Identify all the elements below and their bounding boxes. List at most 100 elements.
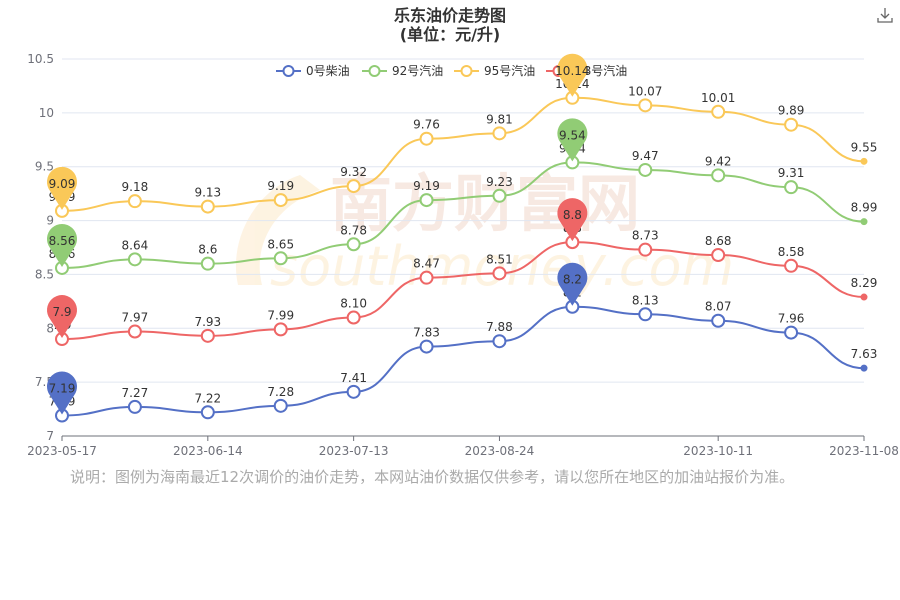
data-label: 8.73 xyxy=(632,229,659,243)
series-3: 7.97.977.937.998.108.478.518.88.738.688.… xyxy=(52,221,878,347)
data-point xyxy=(419,131,434,146)
data-label: 9.19 xyxy=(413,179,440,193)
x-tick-label: 2023-11-08 xyxy=(829,444,899,458)
pin-shape xyxy=(557,198,588,242)
data-label: 7.63 xyxy=(851,347,878,361)
pin-shape xyxy=(557,53,588,97)
data-label: 8.65 xyxy=(267,237,294,251)
y-tick-label: 7 xyxy=(46,429,54,443)
data-point xyxy=(492,334,507,349)
pin-marker-max: 8.8 xyxy=(557,198,588,242)
data-label: 9.19 xyxy=(267,179,294,193)
data-label: 7.93 xyxy=(194,315,221,329)
pin-marker-min: 8.56 xyxy=(47,223,78,267)
pin-shape xyxy=(47,371,78,415)
pin-label: 10.14 xyxy=(555,64,589,78)
marker-layer: 7.19 8.2 8.56 9.54 9.09 10.14 7.9 8.8 xyxy=(47,53,590,415)
data-point xyxy=(784,258,799,273)
legend-item-1[interactable]: 92号汽油 xyxy=(362,63,443,78)
y-tick-label: 10.5 xyxy=(27,52,54,66)
data-label: 8.13 xyxy=(632,293,659,307)
data-point xyxy=(273,251,288,266)
data-point xyxy=(492,126,507,141)
data-point xyxy=(419,270,434,285)
data-point xyxy=(273,193,288,208)
pin-label: 8.8 xyxy=(563,208,582,222)
pin-shape xyxy=(557,118,588,162)
x-tick-label: 2023-10-11 xyxy=(683,444,753,458)
data-point xyxy=(638,98,653,113)
data-label: 7.28 xyxy=(267,385,294,399)
data-label: 7.97 xyxy=(122,311,149,325)
watermark: 南方财富网 southmoney.com xyxy=(235,167,734,298)
data-point xyxy=(200,405,215,420)
pin-marker-max: 9.54 xyxy=(557,118,588,162)
pin-label: 7.9 xyxy=(52,305,71,319)
data-label: 7.99 xyxy=(267,308,294,322)
x-axis: 2023-05-17 2023-06-14 2023-07-13 2023-08-24… xyxy=(27,436,899,458)
data-label: 8.07 xyxy=(705,300,732,314)
data-label: 9.31 xyxy=(778,166,805,180)
chart-title: 乐东油价走势图 xyxy=(394,6,506,25)
data-point xyxy=(638,242,653,257)
data-label: 7.27 xyxy=(122,386,149,400)
legend[interactable]: 0号柴油 92号汽油 95号汽油 98号汽油 xyxy=(276,63,627,78)
data-point xyxy=(784,180,799,195)
legend-symbol xyxy=(282,65,295,77)
data-point xyxy=(419,339,434,354)
data-point xyxy=(127,194,142,209)
pin-shape xyxy=(557,262,588,306)
data-point xyxy=(860,364,868,372)
download-icon[interactable] xyxy=(876,6,894,24)
data-point xyxy=(711,104,726,119)
pin-shape xyxy=(47,295,78,339)
legend-label: 95号汽油 xyxy=(484,63,535,78)
legend-label: 0号柴油 xyxy=(306,64,350,78)
data-point xyxy=(127,324,142,339)
legend-item-2[interactable]: 95号汽油 xyxy=(454,63,535,78)
x-tick-label: 2023-05-17 xyxy=(27,444,97,458)
data-label: 9.47 xyxy=(632,149,659,163)
data-point xyxy=(200,328,215,343)
data-point xyxy=(419,193,434,208)
pin-marker-min: 7.19 xyxy=(47,371,78,415)
series-line xyxy=(61,305,865,417)
x-tick-label: 2023-06-14 xyxy=(173,444,243,458)
legend-item-0[interactable]: 0号柴油 xyxy=(276,64,350,78)
data-label: 8.29 xyxy=(851,276,878,290)
y-tick-label: 10 xyxy=(39,106,54,120)
legend-label: 98号汽油 xyxy=(576,63,627,78)
data-point xyxy=(711,248,726,263)
data-label: 8.47 xyxy=(413,257,440,271)
data-point xyxy=(346,384,361,399)
pin-shape xyxy=(47,166,78,210)
data-point xyxy=(860,157,868,165)
legend-label: 92号汽油 xyxy=(392,63,443,78)
series-0: 7.197.277.227.287.417.837.888.28.138.077… xyxy=(49,286,878,423)
data-point xyxy=(784,325,799,340)
data-point xyxy=(200,256,215,271)
data-label: 7.41 xyxy=(340,371,367,385)
pin-marker-max: 8.2 xyxy=(557,262,588,306)
data-label: 8.64 xyxy=(122,238,149,252)
data-point xyxy=(784,117,799,132)
data-label: 10.01 xyxy=(701,91,735,105)
data-label: 9.55 xyxy=(851,140,878,154)
data-point xyxy=(127,399,142,414)
data-label: 7.88 xyxy=(486,320,513,334)
data-label: 8.99 xyxy=(851,201,878,215)
pin-label: 8.56 xyxy=(49,234,76,248)
data-point xyxy=(638,307,653,322)
data-label: 9.89 xyxy=(778,104,805,118)
pin-label: 7.19 xyxy=(49,382,76,396)
legend-symbol xyxy=(368,65,381,77)
legend-symbol xyxy=(460,65,473,77)
data-point xyxy=(638,162,653,177)
data-point xyxy=(346,310,361,325)
data-label: 8.51 xyxy=(486,252,513,266)
data-label: 7.22 xyxy=(194,391,221,405)
y-tick-label: 8 xyxy=(46,321,54,335)
data-point xyxy=(711,168,726,183)
data-label: 8.6 xyxy=(198,243,217,257)
data-label: 9.76 xyxy=(413,118,440,132)
